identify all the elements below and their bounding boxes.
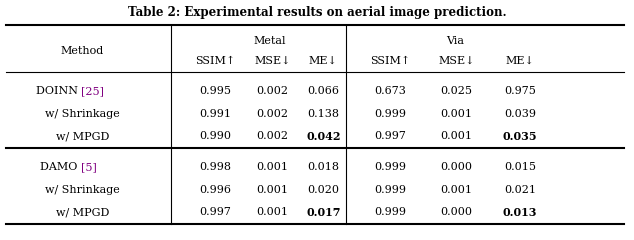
- Text: 0.020: 0.020: [307, 185, 339, 195]
- Text: [25]: [25]: [81, 86, 104, 96]
- Text: 0.995: 0.995: [200, 86, 231, 96]
- Text: 0.025: 0.025: [441, 86, 472, 96]
- Text: 0.013: 0.013: [503, 207, 537, 218]
- Text: w/ Shrinkage: w/ Shrinkage: [45, 185, 120, 195]
- Text: 0.000: 0.000: [441, 162, 472, 172]
- Text: 0.999: 0.999: [374, 207, 406, 217]
- Text: 0.021: 0.021: [504, 185, 536, 195]
- Text: w/ Shrinkage: w/ Shrinkage: [45, 108, 120, 119]
- Text: 0.015: 0.015: [504, 162, 536, 172]
- Text: 0.001: 0.001: [441, 131, 472, 141]
- Text: SSIM↑: SSIM↑: [195, 56, 236, 66]
- Text: 0.018: 0.018: [307, 162, 339, 172]
- Text: 0.035: 0.035: [503, 131, 537, 142]
- Text: Method: Method: [61, 46, 104, 56]
- Text: 0.999: 0.999: [374, 162, 406, 172]
- Text: 0.997: 0.997: [200, 207, 231, 217]
- Text: 0.039: 0.039: [504, 108, 536, 119]
- Text: ME↓: ME↓: [309, 56, 338, 66]
- Text: 0.001: 0.001: [257, 185, 288, 195]
- Text: w/ MPGD: w/ MPGD: [56, 207, 109, 217]
- Text: 0.991: 0.991: [200, 108, 231, 119]
- Text: SSIM↑: SSIM↑: [370, 56, 410, 66]
- Text: 0.997: 0.997: [374, 131, 406, 141]
- Text: w/ MPGD: w/ MPGD: [56, 131, 109, 141]
- Text: MSE↓: MSE↓: [254, 56, 291, 66]
- Text: DAMO: DAMO: [41, 162, 81, 172]
- Text: Metal: Metal: [253, 36, 286, 46]
- Text: 0.998: 0.998: [200, 162, 231, 172]
- Text: 0.001: 0.001: [441, 185, 472, 195]
- Text: 0.975: 0.975: [504, 86, 536, 96]
- Text: 0.001: 0.001: [257, 162, 288, 172]
- Text: DOINN: DOINN: [36, 86, 81, 96]
- Text: 0.673: 0.673: [374, 86, 406, 96]
- Text: 0.001: 0.001: [441, 108, 472, 119]
- Text: 0.002: 0.002: [257, 108, 288, 119]
- Text: 0.066: 0.066: [307, 86, 339, 96]
- Text: 0.999: 0.999: [374, 185, 406, 195]
- Text: Via: Via: [446, 36, 464, 46]
- Text: 0.002: 0.002: [257, 131, 288, 141]
- Text: ME↓: ME↓: [505, 56, 534, 66]
- Text: 0.002: 0.002: [257, 86, 288, 96]
- Text: 0.001: 0.001: [257, 207, 288, 217]
- Text: [5]: [5]: [81, 162, 97, 172]
- Text: 0.990: 0.990: [200, 131, 231, 141]
- Text: MSE↓: MSE↓: [438, 56, 475, 66]
- Text: 0.017: 0.017: [306, 207, 340, 218]
- Text: 0.042: 0.042: [306, 131, 340, 142]
- Text: 0.999: 0.999: [374, 108, 406, 119]
- Text: 0.996: 0.996: [200, 185, 231, 195]
- Text: Table 2: Experimental results on aerial image prediction.: Table 2: Experimental results on aerial …: [127, 6, 507, 19]
- Text: 0.138: 0.138: [307, 108, 339, 119]
- Text: 0.000: 0.000: [441, 207, 472, 217]
